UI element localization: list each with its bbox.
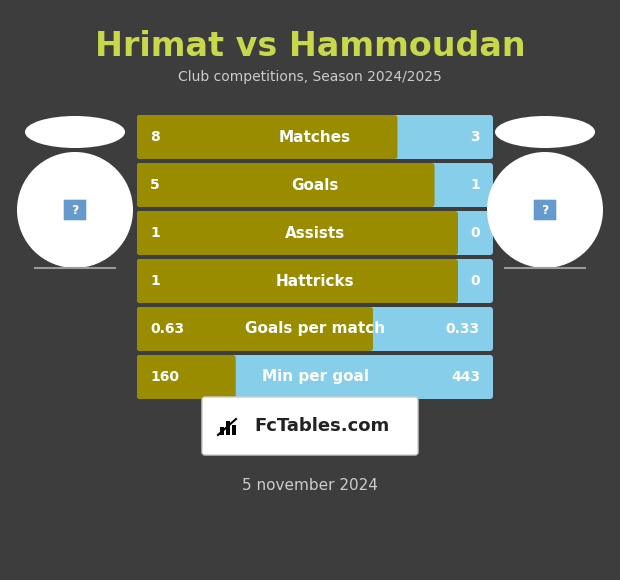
FancyBboxPatch shape — [137, 211, 458, 255]
Text: ?: ? — [541, 204, 549, 216]
Text: Assists: Assists — [285, 226, 345, 241]
FancyBboxPatch shape — [533, 199, 557, 221]
Text: 8: 8 — [150, 130, 160, 144]
FancyBboxPatch shape — [63, 199, 87, 221]
Bar — [226, 421, 230, 435]
FancyBboxPatch shape — [137, 259, 458, 303]
Text: 1: 1 — [150, 226, 160, 240]
FancyBboxPatch shape — [137, 307, 493, 351]
FancyBboxPatch shape — [202, 397, 418, 455]
Text: Matches: Matches — [279, 129, 351, 144]
Text: Hrimat vs Hammoudan: Hrimat vs Hammoudan — [95, 30, 525, 63]
FancyBboxPatch shape — [137, 355, 493, 399]
Circle shape — [17, 152, 133, 268]
Text: 5 november 2024: 5 november 2024 — [242, 478, 378, 493]
FancyBboxPatch shape — [137, 259, 493, 303]
Text: Club competitions, Season 2024/2025: Club competitions, Season 2024/2025 — [178, 70, 442, 84]
FancyBboxPatch shape — [137, 115, 493, 159]
Text: Hattricks: Hattricks — [276, 274, 354, 288]
Text: 0: 0 — [471, 226, 480, 240]
Text: 3: 3 — [471, 130, 480, 144]
FancyBboxPatch shape — [137, 163, 435, 207]
Text: ?: ? — [71, 204, 79, 216]
FancyBboxPatch shape — [137, 307, 373, 351]
Text: Goals per match: Goals per match — [245, 321, 385, 336]
Ellipse shape — [25, 116, 125, 148]
Text: 0.33: 0.33 — [446, 322, 480, 336]
Text: 5: 5 — [150, 178, 160, 192]
Text: 0.63: 0.63 — [150, 322, 184, 336]
Text: 1: 1 — [150, 274, 160, 288]
Text: Goals: Goals — [291, 177, 339, 193]
Text: 1: 1 — [470, 178, 480, 192]
Bar — [232, 425, 236, 435]
FancyBboxPatch shape — [137, 163, 493, 207]
Text: FcTables.com: FcTables.com — [254, 417, 389, 435]
Circle shape — [487, 152, 603, 268]
FancyBboxPatch shape — [137, 211, 493, 255]
Text: Min per goal: Min per goal — [262, 369, 368, 385]
Text: 160: 160 — [150, 370, 179, 384]
Bar — [220, 427, 224, 435]
Ellipse shape — [495, 116, 595, 148]
FancyBboxPatch shape — [137, 355, 236, 399]
FancyBboxPatch shape — [137, 115, 397, 159]
Text: 443: 443 — [451, 370, 480, 384]
Text: 0: 0 — [471, 274, 480, 288]
